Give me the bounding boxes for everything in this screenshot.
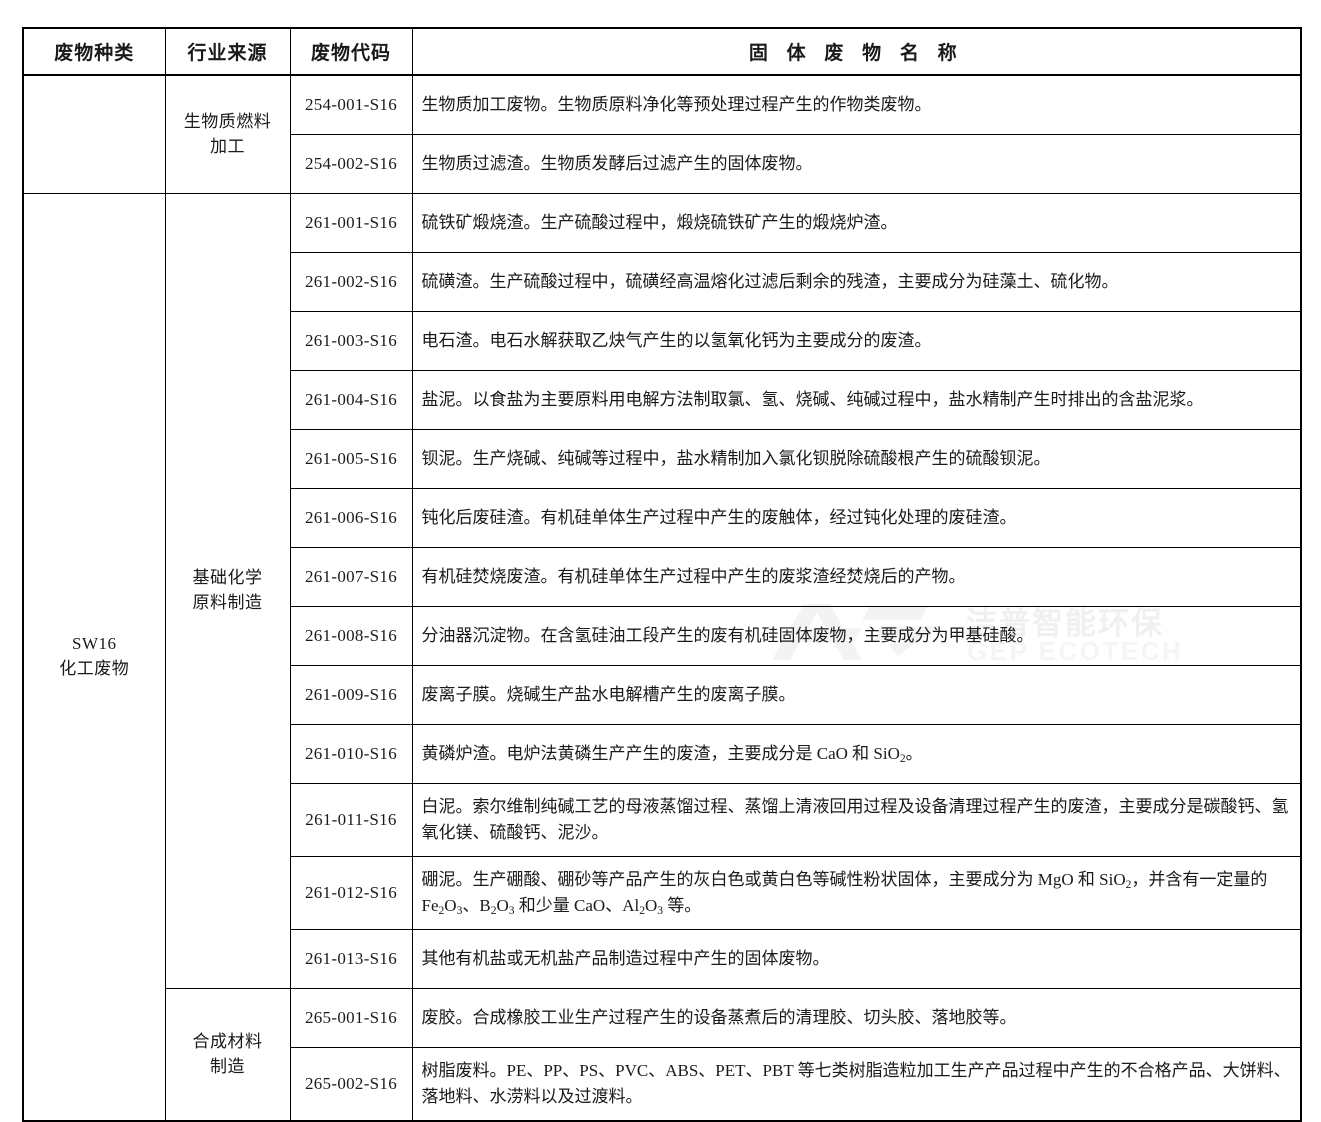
code-cell: 261-001-S16	[289, 193, 413, 253]
code-cell: 261-007-S16	[289, 547, 413, 607]
name-cell: 其他有机盐或无机盐产品制造过程中产生的固体废物。	[411, 929, 1302, 989]
table-row: 合成材料 制造 265-001-S16 废胶。合成橡胶工业生产过程产生的设备蒸煮后…	[23, 988, 1302, 1122]
code-cell: 261-010-S16	[289, 724, 413, 784]
code-cell: 261-008-S16	[289, 606, 413, 666]
name-cell: 电石渣。电石水解获取乙炔气产生的以氢氧化钙为主要成分的废渣。	[411, 311, 1302, 371]
waste-table-container: 废物种类 行业来源 废物代码 固 体 废 物 名 称 生物质燃料 加工 254-0…	[22, 27, 1302, 1122]
table-row: 生物质燃料 加工 254-001-S16 生物质加工废物。生物质原料净化等预处理过…	[22, 74, 1302, 194]
header-row: 废物种类 行业来源 废物代码 固 体 废 物 名 称	[22, 27, 1302, 76]
name-cell: 分油器沉淀物。在含氢硅油工段产生的废有机硅固体废物，主要成分为甲基硅酸。	[411, 606, 1302, 666]
name-cell: 硫铁矿煅烧渣。生产硫酸过程中，煅烧硫铁矿产生的煅烧炉渣。	[411, 193, 1302, 253]
industry-cell-synthetic-material: 合成材料 制造	[164, 988, 291, 1122]
name-cell: 硼泥。生产硼酸、硼砂等产品产生的灰白色或黄白色等碱性粉状固体，主要成分为 MgO…	[411, 856, 1302, 930]
name-cell: 废胶。合成橡胶工业生产过程产生的设备蒸煮后的清理胶、切头胶、落地胶等。	[411, 988, 1302, 1048]
name-cell: 黄磷炉渣。电炉法黄磷生产产生的废渣，主要成分是 CaO 和 SiO2。	[411, 724, 1302, 784]
table-row: 261-004-S16 盐泥。以食盐为主要原料用电解方法制取氯、氢、烧碱、纯碱过…	[23, 370, 1302, 430]
industry-label: 基础化学 原料制造	[192, 568, 263, 612]
code-cell: 261-002-S16	[289, 252, 413, 312]
code-cell: 265-002-S16	[289, 1047, 413, 1122]
code-cell: 261-012-S16	[289, 856, 413, 930]
industry-cell-basic-chemical-material: 基础化学 原料制造	[164, 193, 291, 989]
table-row: 261-006-S16 钝化后废硅渣。有机硅单体生产过程中产生的废触体，经过钝化…	[23, 488, 1302, 548]
name-cell: 生物质加工废物。生物质原料净化等预处理过程产生的作物类废物。	[411, 74, 1302, 135]
table-row: 254-002-S16 生物质过滤渣。生物质发酵后过滤产生的固体废物。	[23, 134, 1302, 194]
code-cell: 254-002-S16	[289, 134, 413, 194]
name-cell: 钡泥。生产烧碱、纯碱等过程中，盐水精制加入氯化钡脱除硫酸根产生的硫酸钡泥。	[411, 429, 1302, 489]
table-row: 261-003-S16 电石渣。电石水解获取乙炔气产生的以氢氧化钙为主要成分的废…	[23, 311, 1302, 371]
kind-cell-sw16-chemical-waste: SW16 化工废物	[22, 193, 166, 1122]
industry-cell-biomass-fuel: 生物质燃料 加工	[164, 74, 291, 194]
solid-waste-table: 废物种类 行业来源 废物代码 固 体 废 物 名 称 生物质燃料 加工 254-0…	[22, 27, 1302, 1122]
name-cell: 硫磺渣。生产硫酸过程中，硫磺经高温熔化过滤后剩余的残渣，主要成分为硅藻土、硫化物…	[411, 252, 1302, 312]
industry-label: 生物质燃料 加工	[183, 111, 272, 156]
code-cell: 261-013-S16	[289, 929, 413, 989]
name-cell: 废离子膜。烧碱生产盐水电解槽产生的废离子膜。	[411, 665, 1302, 725]
table-body: 生物质燃料 加工 254-001-S16 生物质加工废物。生物质原料净化等预处理过…	[22, 74, 1302, 1122]
code-cell: 265-001-S16	[289, 988, 413, 1048]
name-cell: 白泥。索尔维制纯碱工艺的母液蒸馏过程、蒸馏上清液回用过程及设备清理过程产生的废渣…	[411, 783, 1302, 857]
table-row: 261-007-S16 有机硅焚烧废渣。有机硅单体生产过程中产生的废浆渣经焚烧后…	[23, 547, 1302, 607]
kind-cell-empty-top	[22, 74, 166, 194]
industry-label: 合成材料 制造	[192, 1031, 263, 1076]
table-row: 261-010-S16 黄磷炉渣。电炉法黄磷生产产生的废渣，主要成分是 CaO …	[23, 724, 1302, 784]
header-solid-waste-name: 固 体 废 物 名 称	[411, 27, 1302, 76]
table-header: 废物种类 行业来源 废物代码 固 体 废 物 名 称	[22, 27, 1302, 76]
kind-label: SW16 化工废物	[59, 634, 130, 678]
code-cell: 261-005-S16	[289, 429, 413, 489]
code-cell: 261-003-S16	[289, 311, 413, 371]
code-cell: 261-004-S16	[289, 370, 413, 430]
code-cell: 261-011-S16	[289, 783, 413, 857]
table-row: SW16 化工废物 基础化学 原料制造 261-001-S16 硫铁矿煅烧渣。生产硫…	[22, 193, 1302, 1122]
table-row: 261-009-S16 废离子膜。烧碱生产盐水电解槽产生的废离子膜。	[23, 665, 1302, 725]
table-row: 261-005-S16 钡泥。生产烧碱、纯碱等过程中，盐水精制加入氯化钡脱除硫酸…	[23, 429, 1302, 489]
name-cell: 有机硅焚烧废渣。有机硅单体生产过程中产生的废浆渣经焚烧后的产物。	[411, 547, 1302, 607]
code-cell: 261-009-S16	[289, 665, 413, 725]
code-cell: 261-006-S16	[289, 488, 413, 548]
header-waste-kind: 废物种类	[22, 27, 166, 76]
name-cell: 盐泥。以食盐为主要原料用电解方法制取氯、氢、烧碱、纯碱过程中，盐水精制产生时排出…	[411, 370, 1302, 430]
name-cell: 生物质过滤渣。生物质发酵后过滤产生的固体废物。	[411, 134, 1302, 194]
code-cell: 254-001-S16	[289, 74, 413, 135]
name-cell: 钝化后废硅渣。有机硅单体生产过程中产生的废触体，经过钝化处理的废硅渣。	[411, 488, 1302, 548]
name-cell: 树脂废料。PE、PP、PS、PVC、ABS、PET、PBT 等七类树脂造粒加工生…	[411, 1047, 1302, 1122]
header-industry-source: 行业来源	[164, 27, 291, 76]
header-waste-code: 废物代码	[289, 27, 413, 76]
table-row: 261-002-S16 硫磺渣。生产硫酸过程中，硫磺经高温熔化过滤后剩余的残渣，…	[23, 252, 1302, 312]
